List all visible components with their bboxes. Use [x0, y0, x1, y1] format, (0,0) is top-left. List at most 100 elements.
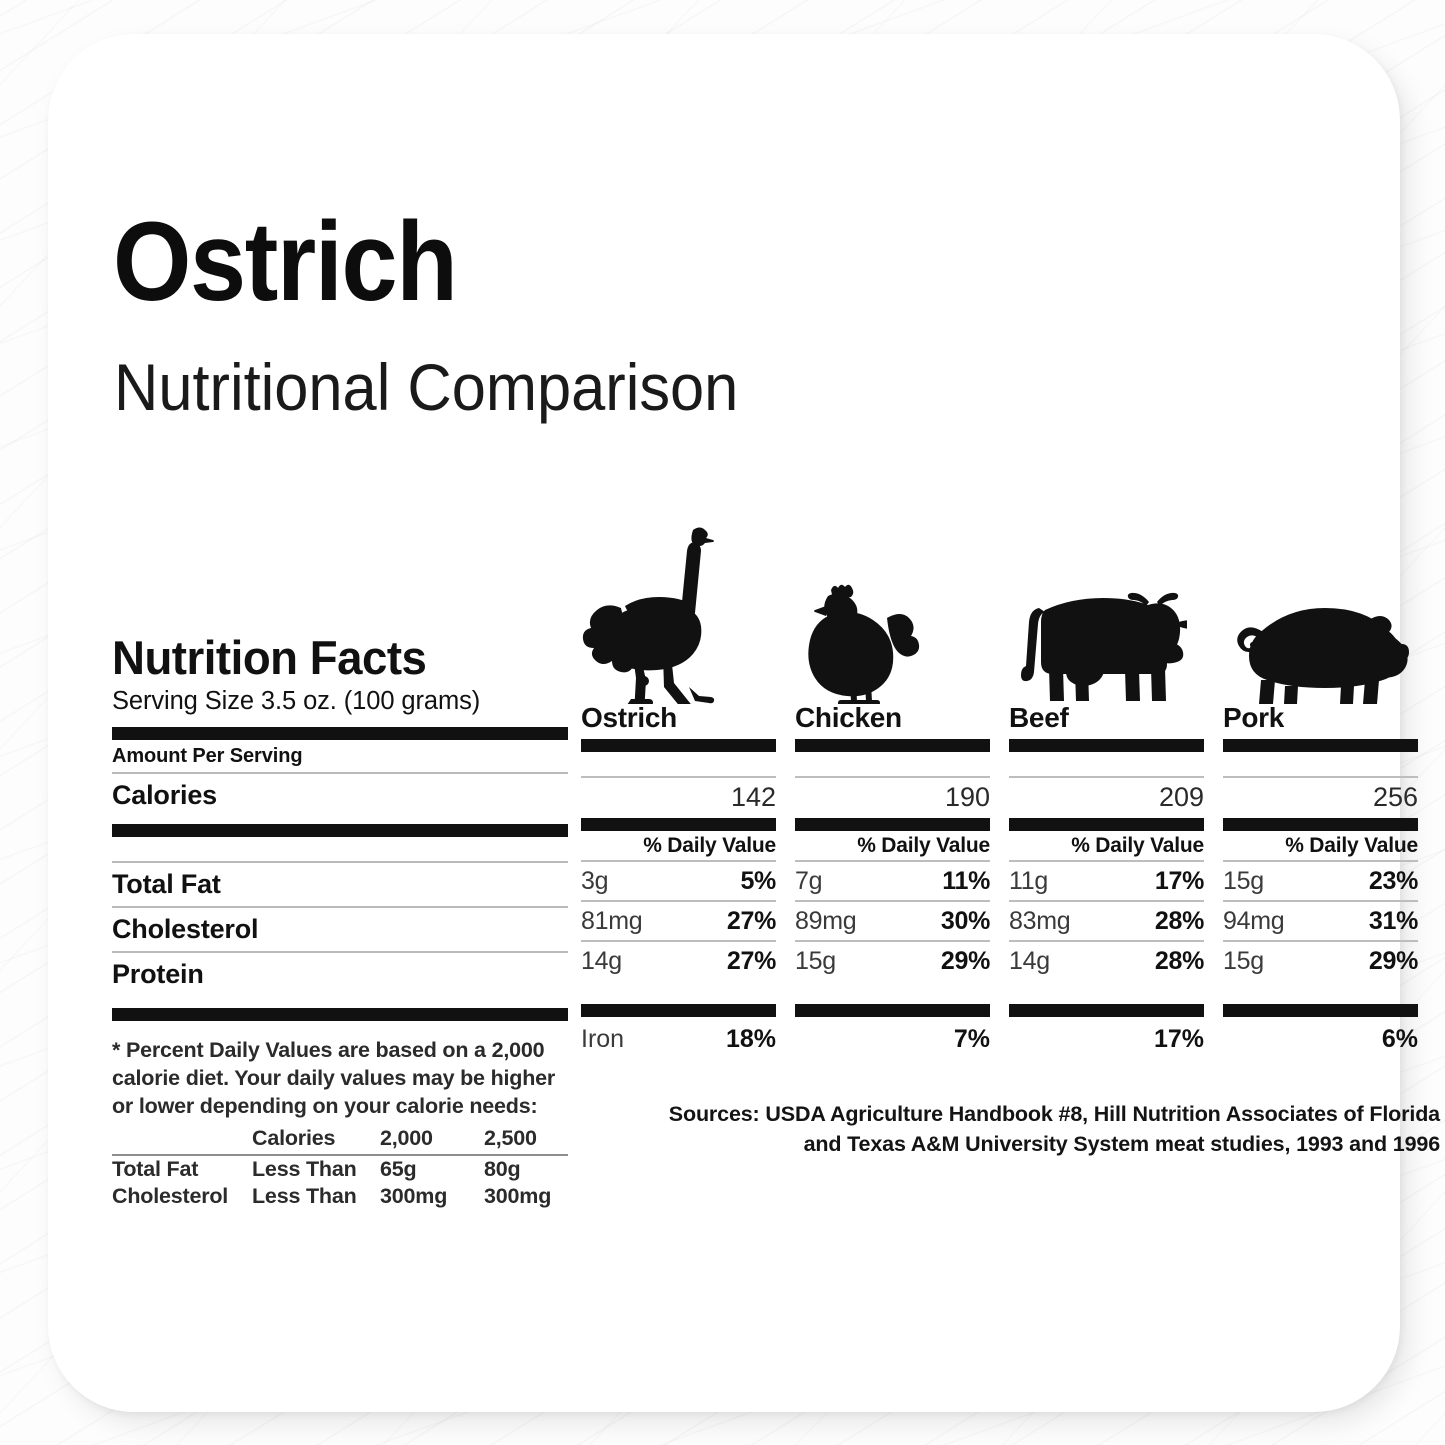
page-subtitle: Nutritional Comparison	[114, 350, 739, 424]
comparison-column-pork: Pork 256 % Daily Value 15g 23% 94mg 31% …	[1223, 504, 1418, 1052]
divider-thin-fat	[112, 906, 568, 909]
col2-total-fat-amount: 11g	[1009, 867, 1048, 895]
fn-head-blank	[112, 1125, 252, 1154]
col1-divider-thin	[795, 776, 990, 778]
row-label-cholesterol: Cholesterol	[112, 914, 259, 945]
col3-divider-thick-cal	[1223, 818, 1418, 831]
col2-divider-thick-top	[1009, 739, 1204, 752]
fn-row1-label: Cholesterol	[112, 1184, 229, 1209]
col3-divider-thin-chol	[1223, 940, 1418, 942]
col3-total-fat-dv: 23%	[1368, 867, 1418, 895]
sources-line-1: Sources: USDA Agriculture Handbook #8, H…	[668, 1102, 1440, 1126]
col3-daily-value-header: % Daily Value	[1285, 834, 1418, 857]
col2-divider-thin-dv	[1009, 860, 1204, 862]
col2-spacer	[1009, 752, 1204, 776]
fn-head-calories: Calories	[252, 1126, 336, 1151]
spacer-daily-value	[112, 837, 568, 861]
col1-divider-thin-chol	[795, 940, 990, 942]
chicken-icon	[808, 584, 920, 704]
col3-cholesterol-dv: 31%	[1368, 907, 1418, 935]
col3-cholesterol-row: 94mg 31%	[1223, 902, 1418, 940]
col3-protein-dv: 29%	[1368, 947, 1418, 975]
col1-total-fat-amount: 7g	[795, 867, 823, 895]
col0-divider-thick-top	[581, 739, 776, 752]
col3-cholesterol-amount: 94mg	[1223, 907, 1285, 935]
comparison-column-beef: Beef 209 % Daily Value 11g 17% 83mg 28% …	[1009, 504, 1204, 1052]
fn-head-2500: 2,500	[484, 1126, 537, 1151]
col3-total-fat-amount: 15g	[1223, 867, 1264, 895]
pig-icon	[1237, 608, 1409, 704]
footnote-text: * Percent Daily Values are based on a 2,…	[112, 1038, 556, 1119]
row-label-protein: Protein	[112, 959, 204, 990]
infographic-card: Ostrich Nutritional Comparison Nutrition…	[48, 34, 1440, 1412]
col3-divider-thick-top	[1223, 739, 1418, 752]
col1-cholesterol-dv: 30%	[940, 907, 990, 935]
col2-divider-thin-chol	[1009, 940, 1204, 942]
col0-divider-thin-chol	[581, 940, 776, 942]
fn-row1-qualifier: Less Than	[252, 1184, 357, 1209]
comparison-column-ostrich: Ostrich 142 % Daily Value 3g 5% 81mg 27%…	[581, 504, 776, 1052]
table-header-row: Calories 2,000 2,500	[112, 1125, 568, 1154]
row-label-total-fat: Total Fat	[112, 869, 221, 900]
cow-icon-wrap	[1009, 504, 1204, 704]
col1-cholesterol-row: 89mg 30%	[795, 902, 990, 940]
col2-iron-row: 17%	[1009, 1017, 1204, 1052]
col2-protein-dv: 28%	[1154, 947, 1204, 975]
chicken-icon-wrap	[795, 504, 990, 704]
fn-row1-2000: 300mg	[380, 1184, 448, 1209]
col0-spacer-bottom	[581, 980, 776, 1004]
col1-daily-value-header: % Daily Value	[857, 834, 990, 857]
row-label-calories: Calories	[112, 780, 217, 811]
col1-spacer	[795, 752, 990, 776]
col2-daily-value-header: % Daily Value	[1071, 834, 1204, 857]
comparison-column-chicken: Chicken 190 % Daily Value 7g 11% 89mg 30…	[795, 504, 990, 1052]
col0-total-fat-amount: 3g	[581, 867, 609, 895]
col0-daily-value-header: % Daily Value	[643, 834, 776, 857]
col2-divider-thick-cal	[1009, 818, 1204, 831]
col1-divider-thin-fat	[795, 900, 990, 902]
col2-cholesterol-amount: 83mg	[1009, 907, 1071, 935]
col2-divider-thick-bottom	[1009, 1004, 1204, 1017]
ostrich-icon-wrap	[581, 504, 776, 704]
divider-thin	[112, 772, 568, 775]
comparison-columns: Ostrich 142 % Daily Value 3g 5% 81mg 27%…	[581, 504, 1441, 1052]
fn-row0-2000: 65g	[380, 1157, 417, 1182]
col3-iron-dv: 6%	[1381, 1025, 1418, 1053]
col3-protein-amount: 15g	[1223, 947, 1264, 975]
sources-note: Sources: USDA Agriculture Handbook #8, H…	[588, 1100, 1440, 1159]
col3-divider-thick-bottom	[1223, 1004, 1418, 1017]
fn-row0-2500: 80g	[484, 1157, 521, 1182]
col1-iron-row: 7%	[795, 1017, 990, 1052]
divider-thin-chol	[112, 951, 568, 954]
fn-row0-qualifier: Less Than	[252, 1157, 357, 1182]
col0-cholesterol-dv: 27%	[726, 907, 776, 935]
col1-protein-row: 15g 29%	[795, 942, 990, 980]
nutrition-facts-title: Nutrition Facts	[112, 631, 427, 684]
fn-row0-label: Total Fat	[112, 1157, 199, 1182]
col0-protein-amount: 14g	[581, 947, 622, 975]
col1-spacer-bottom	[795, 980, 990, 1004]
col0-divider-thin-fat	[581, 900, 776, 902]
col3-divider-thin-fat	[1223, 900, 1418, 902]
serving-size-text: Serving Size 3.5 oz. (100 grams)	[112, 686, 481, 715]
nutrition-facts-panel: Nutrition Facts Serving Size 3.5 oz. (10…	[112, 634, 568, 1210]
col1-total-fat-dv: 11%	[942, 867, 990, 895]
col3-total-fat-row: 15g 23%	[1223, 862, 1418, 900]
col2-cholesterol-row: 83mg 28%	[1009, 902, 1204, 940]
daily-value-reference-table: Calories 2,000 2,500 Total Fat Less Than…	[112, 1125, 568, 1210]
table-row: Cholesterol Less Than 300mg 300mg	[112, 1183, 568, 1210]
col3-divider-thin-dv	[1223, 860, 1418, 862]
fn-header-rule	[112, 1154, 568, 1157]
col0-divider-thick-bottom	[581, 1004, 776, 1017]
col2-protein-row: 14g 28%	[1009, 942, 1204, 980]
page-title: Ostrich	[113, 199, 458, 324]
column-label-chicken: Chicken	[795, 702, 902, 733]
ostrich-icon	[582, 527, 715, 704]
col2-cholesterol-dv: 28%	[1154, 907, 1204, 935]
col2-total-fat-dv: 17%	[1154, 867, 1204, 895]
column-label-ostrich: Ostrich	[581, 702, 677, 733]
divider-thin-dv	[112, 861, 568, 864]
col0-protein-row: 14g 27%	[581, 942, 776, 980]
col2-iron-dv: 17%	[1153, 1025, 1204, 1053]
column-label-pork: Pork	[1223, 702, 1285, 733]
